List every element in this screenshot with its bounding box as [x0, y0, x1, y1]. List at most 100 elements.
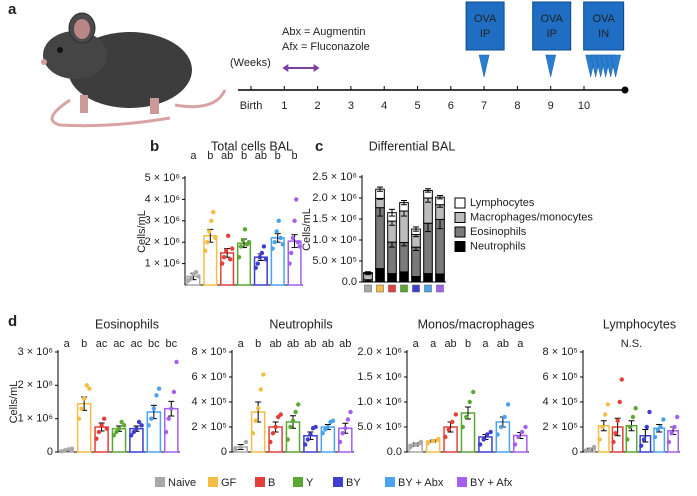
y-axis-label: Cells/mL	[136, 210, 148, 253]
y-tick-label: 4 × 10⁵	[543, 396, 578, 408]
data-point	[242, 227, 248, 232]
mouse-tail	[50, 98, 171, 128]
data-point	[467, 399, 472, 405]
data-point	[174, 359, 179, 365]
bar-segment	[375, 207, 385, 270]
data-point	[278, 235, 283, 241]
data-point	[619, 377, 624, 382]
data-point	[66, 447, 71, 452]
y-tick-label: 8 × 10⁵	[192, 346, 227, 358]
data-point	[257, 254, 263, 260]
data-point	[325, 424, 331, 430]
data-point	[169, 406, 174, 411]
y-tick-label: 1 × 10⁶	[145, 258, 180, 270]
data-point	[134, 426, 139, 431]
y-tick-label: 4 × 10⁶	[145, 193, 180, 205]
timeline-end	[621, 86, 629, 94]
y-tick-label: 1.0 × 10⁶	[357, 396, 402, 408]
annotation: b	[255, 338, 261, 350]
event-arrow	[610, 54, 621, 78]
annotation: b	[275, 150, 281, 162]
y-tick-label: 0.0	[342, 276, 357, 288]
annotation: b	[241, 150, 247, 162]
data-point	[647, 409, 652, 415]
data-point	[471, 389, 476, 395]
data-point	[320, 431, 325, 436]
annotation: ab	[269, 338, 281, 350]
data-point	[488, 429, 493, 435]
data-point	[625, 437, 630, 442]
timeline-start: Birth	[240, 100, 263, 112]
data-point	[675, 414, 680, 420]
annotation: a	[413, 338, 420, 350]
timeline-note: Abx = Augmentin	[282, 26, 365, 38]
data-point	[296, 402, 301, 407]
data-point	[413, 442, 418, 447]
legend-label: BY	[346, 477, 361, 489]
data-point	[453, 412, 458, 417]
mouse-ear	[74, 19, 90, 39]
data-point	[213, 235, 218, 241]
data-point	[276, 218, 281, 223]
legend-label: Lymphocytes	[470, 197, 535, 209]
week-label: 8	[514, 100, 520, 112]
data-point	[641, 437, 647, 442]
timeline-unit: (Weeks)	[230, 57, 271, 69]
data-point	[337, 439, 343, 445]
data-point	[345, 417, 351, 422]
data-point	[591, 444, 597, 450]
annotation: a	[64, 338, 71, 350]
chart-title: Total cells BAL	[211, 139, 293, 153]
group-swatch	[436, 284, 444, 293]
data-point	[464, 414, 469, 420]
panel-label: a	[8, 1, 17, 18]
legend-swatch	[208, 477, 218, 487]
data-point	[436, 436, 441, 442]
y-tick-label: 2 × 10⁶	[18, 379, 53, 391]
data-point	[243, 439, 249, 445]
group-swatch	[388, 284, 396, 293]
annotation: ac	[131, 338, 143, 350]
data-point	[430, 438, 436, 444]
y-tick-label: 2.0 × 10⁶	[312, 192, 357, 204]
legend-swatch	[155, 477, 165, 487]
data-point	[94, 436, 99, 441]
legend-label: BY + Abx	[398, 477, 444, 489]
data-point	[193, 269, 199, 275]
data-point	[81, 396, 87, 401]
legend-swatch	[385, 477, 395, 487]
data-point	[207, 229, 212, 234]
y-tick-label: 2 × 10⁵	[192, 421, 227, 433]
week-label: 9	[548, 100, 554, 112]
data-point	[313, 424, 318, 430]
data-point	[136, 419, 142, 425]
week-label: 4	[381, 100, 387, 112]
data-point	[583, 448, 588, 453]
data-point	[669, 431, 674, 436]
data-point	[305, 437, 311, 442]
data-point	[227, 257, 233, 262]
annotation: bc	[165, 338, 177, 350]
data-point	[129, 433, 134, 438]
data-point	[460, 424, 465, 430]
data-point	[116, 426, 122, 431]
annotation: N.S.	[621, 338, 642, 350]
data-point	[230, 246, 235, 251]
panel-label: c	[315, 138, 323, 155]
data-point	[268, 439, 273, 445]
chart-title: Differential BAL	[369, 139, 456, 153]
y-tick-label: 1.5 × 10⁶	[312, 213, 357, 225]
annotation: ab	[287, 338, 299, 350]
group-swatch	[412, 284, 420, 293]
data-point	[255, 406, 261, 411]
data-point	[587, 447, 593, 452]
data-point	[139, 423, 144, 428]
data-point	[343, 426, 348, 431]
legend-label: Neutrophils	[470, 240, 526, 252]
data-point	[293, 409, 298, 415]
week-label: 3	[348, 100, 354, 112]
data-point	[516, 434, 521, 440]
data-point	[498, 424, 504, 430]
legend-label: Y	[306, 477, 314, 489]
data-point	[154, 393, 159, 398]
